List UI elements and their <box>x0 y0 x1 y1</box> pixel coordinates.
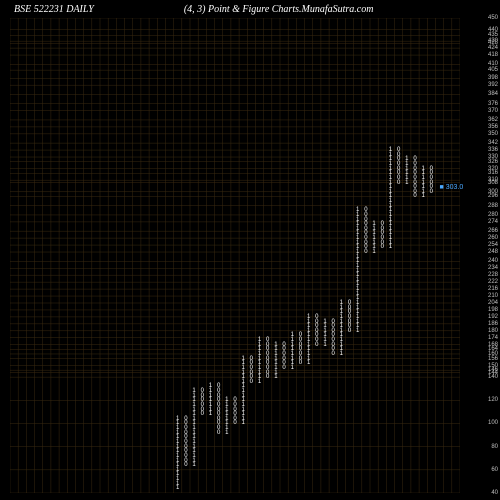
y-tick-label: 336 <box>488 147 498 153</box>
y-tick-label: 222 <box>488 279 498 285</box>
chart-subtitle: (4, 3) Point & Figure Charts.MunafaSutra… <box>184 4 374 15</box>
y-tick-label: 266 <box>488 228 498 234</box>
y-tick-label: 260 <box>488 235 498 241</box>
chart-header: BSE 522231 DAILY (4, 3) Point & Figure C… <box>0 4 500 15</box>
y-tick-label: 180 <box>488 328 498 334</box>
y-tick-label: 384 <box>488 91 498 97</box>
y-tick-label: 254 <box>488 242 498 248</box>
y-tick-label: 174 <box>488 335 498 341</box>
y-tick-label: 120 <box>488 397 498 403</box>
y-tick-label: 398 <box>488 75 498 81</box>
y-tick-label: 234 <box>488 265 498 271</box>
y-tick-label: 326 <box>488 159 498 165</box>
y-tick-label: 316 <box>488 170 498 176</box>
y-axis-labels: 4504404354304284244184104053983923843763… <box>468 18 498 493</box>
y-tick-label: 424 <box>488 45 498 51</box>
y-tick-label: 342 <box>488 140 498 146</box>
y-tick-label: 40 <box>491 490 498 496</box>
y-tick-label: 186 <box>488 321 498 327</box>
y-tick-label: 80 <box>491 444 498 450</box>
y-tick-label: 450 <box>488 15 498 21</box>
y-tick-label: 140 <box>488 374 498 380</box>
y-tick-label: 100 <box>488 420 498 426</box>
y-tick-label: 356 <box>488 124 498 130</box>
y-tick-label: 280 <box>488 212 498 218</box>
y-tick-label: 210 <box>488 293 498 299</box>
y-tick-label: 198 <box>488 307 498 313</box>
y-tick-label: 362 <box>488 117 498 123</box>
y-tick-label: 228 <box>488 272 498 278</box>
y-tick-label: 392 <box>488 82 498 88</box>
y-tick-label: 405 <box>488 67 498 73</box>
y-tick-label: 296 <box>488 193 498 199</box>
last-price-label: ■ 303.0 <box>440 184 464 191</box>
y-tick-label: 274 <box>488 219 498 225</box>
y-tick-label: 204 <box>488 300 498 306</box>
y-tick-label: 418 <box>488 52 498 58</box>
y-tick-label: 288 <box>488 203 498 209</box>
chart-title: BSE 522231 DAILY <box>14 4 94 15</box>
grid <box>10 18 460 493</box>
y-tick-label: 156 <box>488 356 498 362</box>
y-tick-label: 308 <box>488 180 498 186</box>
y-tick-label: 60 <box>491 467 498 473</box>
y-tick-label: 376 <box>488 101 498 107</box>
y-tick-label: 350 <box>488 131 498 137</box>
y-tick-label: 370 <box>488 108 498 114</box>
y-tick-label: 240 <box>488 258 498 264</box>
y-tick-label: 216 <box>488 286 498 292</box>
y-tick-label: 192 <box>488 314 498 320</box>
y-tick-label: 248 <box>488 249 498 255</box>
